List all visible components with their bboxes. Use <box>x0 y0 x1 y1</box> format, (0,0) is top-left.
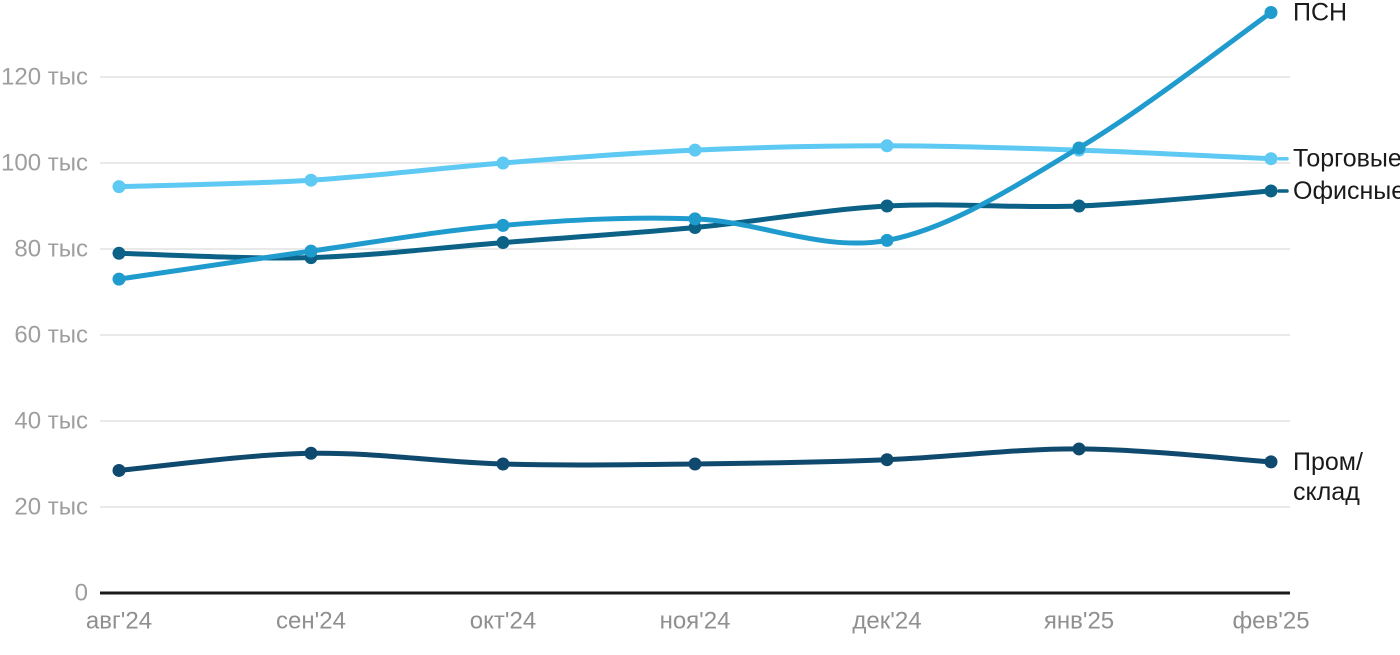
x-tick-label: сен'24 <box>276 608 346 635</box>
series-point <box>688 457 702 471</box>
series-point <box>496 236 510 250</box>
series-point <box>880 139 894 153</box>
series-point <box>496 457 510 471</box>
y-tick-label: 120 тыс <box>1 64 88 91</box>
series-point <box>1264 6 1278 19</box>
series-point <box>688 212 702 226</box>
series-point <box>112 180 126 194</box>
series-point <box>496 156 510 170</box>
series-end-label-Пром/склад: Пром/склад <box>1293 448 1363 506</box>
series-end-label-Торговые: Торговые <box>1293 145 1400 173</box>
series-point <box>112 272 126 286</box>
series-point <box>688 143 702 157</box>
series-point <box>1264 152 1278 166</box>
x-tick-label: авг'24 <box>86 608 152 635</box>
series-point <box>880 233 894 247</box>
series-point <box>304 244 318 258</box>
series-point <box>1264 455 1278 469</box>
series-point <box>1072 141 1086 155</box>
series-point <box>304 173 318 187</box>
y-tick-label: 20 тыс <box>14 494 88 521</box>
series-point <box>112 463 126 477</box>
series-point <box>880 453 894 467</box>
series-point <box>112 246 126 260</box>
y-tick-label: 60 тыс <box>14 322 88 349</box>
series-point <box>496 218 510 232</box>
x-tick-label: янв'25 <box>1044 608 1114 635</box>
series-point <box>1072 199 1086 213</box>
series-point <box>304 446 318 460</box>
series-point <box>1264 184 1278 198</box>
y-tick-label: 80 тыс <box>14 236 88 263</box>
y-tick-label: 40 тыс <box>14 408 88 435</box>
y-tick-label: 0 <box>75 580 88 607</box>
series-point <box>1072 442 1086 456</box>
x-tick-label: ноя'24 <box>660 608 731 635</box>
series-point <box>880 199 894 213</box>
series-end-label-ПСН: ПСН <box>1293 0 1347 27</box>
x-tick-label: фев'25 <box>1232 608 1309 635</box>
y-tick-label: 100 тыс <box>1 150 88 177</box>
series-end-label-Офисные: Офисные <box>1293 177 1400 205</box>
x-tick-label: окт'24 <box>470 608 536 635</box>
x-tick-label: дек'24 <box>852 608 921 635</box>
